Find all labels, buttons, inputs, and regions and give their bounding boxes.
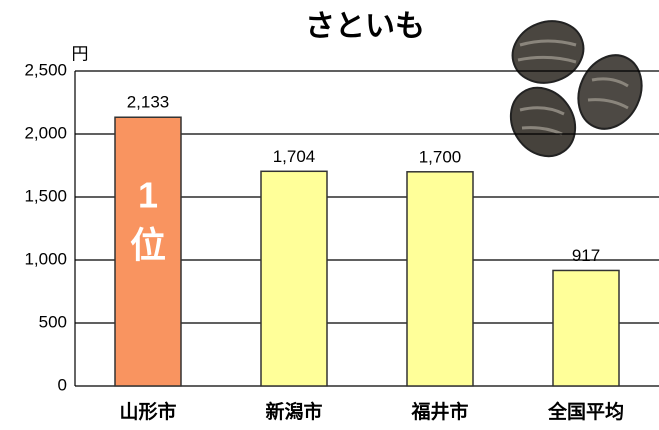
value-label: 917: [572, 246, 600, 265]
y-tick-label: 500: [39, 312, 67, 331]
value-label: 2,133: [127, 93, 170, 112]
rank-annotation: 1: [138, 175, 158, 216]
chart-title: さといも: [305, 10, 425, 43]
bar: [261, 171, 327, 386]
rank-annotation: 位: [130, 225, 166, 266]
x-tick-label: 新潟市: [265, 400, 322, 423]
x-tick-label: 福井市: [410, 400, 468, 423]
chart: さといも 円 0 500 1,000 1,500 2,000 2,500 2,133 山形市 1…: [0, 0, 659, 430]
value-label: 1,700: [419, 147, 462, 166]
y-tick-label: 1,000: [24, 249, 67, 268]
bar: [553, 270, 619, 386]
y-tick-label: 2,000: [24, 123, 67, 142]
x-tick-label: 山形市: [119, 400, 176, 423]
y-tick-label: 1,500: [24, 186, 67, 205]
y-unit: 円: [72, 44, 89, 63]
bar: [407, 172, 473, 386]
y-tick-label: 2,500: [24, 60, 67, 79]
value-label: 1,704: [273, 147, 316, 166]
taro-illustration: [498, 11, 653, 168]
y-tick-label: 0: [58, 375, 67, 394]
x-tick-label: 全国平均: [547, 400, 624, 423]
